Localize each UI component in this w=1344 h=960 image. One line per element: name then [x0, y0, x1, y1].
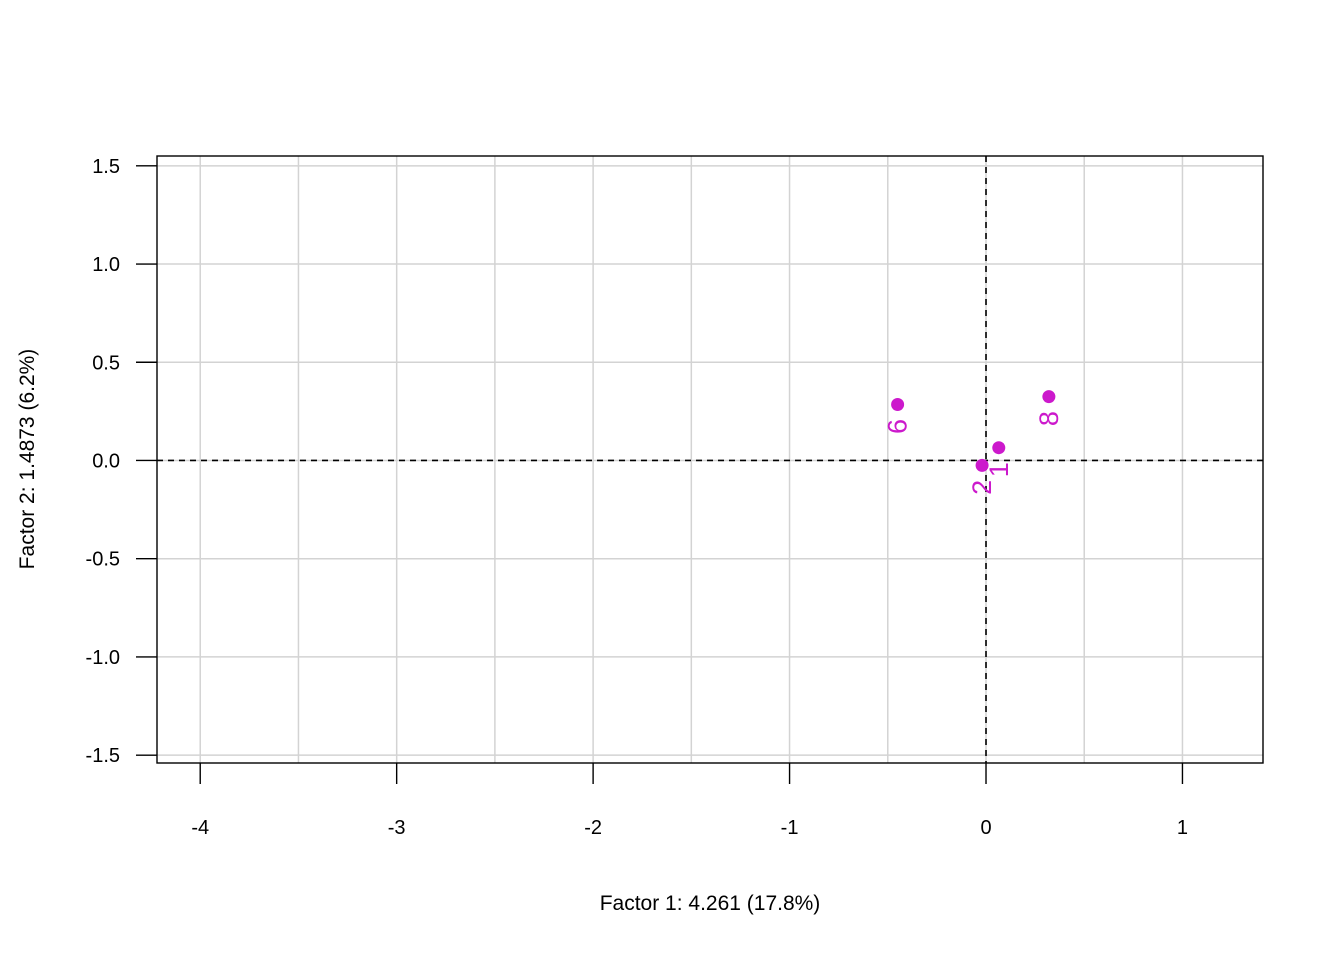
data-point	[891, 397, 905, 411]
data-point-label: 1	[984, 462, 1014, 477]
data-point	[975, 458, 989, 472]
y-axis-title: Factor 2: 1.4873 (6.2%)	[16, 349, 39, 570]
y-axis: -1.5 -1.0 -0.5 0.0 0.5 1.0 1.5	[86, 156, 157, 767]
x-tick-label: -2	[584, 817, 602, 839]
x-axis: -4 -3 -2 -1 0 1	[191, 763, 1188, 839]
x-axis-title: Factor 1: 4.261 (17.8%)	[600, 892, 821, 915]
y-tick-label: -1.5	[86, 745, 120, 767]
x-tick-label: 0	[980, 817, 991, 839]
plot-frame	[156, 155, 1264, 764]
y-tick-label: 0.5	[92, 352, 120, 374]
x-tick-label: 1	[1177, 817, 1188, 839]
x-tick-label: -4	[191, 817, 209, 839]
data-point-label: 6	[883, 419, 913, 434]
data-points: 6 8 1 2	[883, 390, 1064, 495]
y-tick-label: -1.0	[86, 647, 120, 669]
y-tick-label: 1.0	[92, 254, 120, 276]
grid-lines	[157, 156, 1263, 763]
x-tick-label: -3	[388, 817, 406, 839]
y-tick-label: 1.5	[92, 156, 120, 178]
data-point	[992, 441, 1006, 455]
y-tick-label: -0.5	[86, 549, 120, 571]
data-point	[1042, 390, 1056, 404]
y-tick-label: 0.0	[92, 450, 120, 472]
data-point-label: 8	[1034, 411, 1064, 426]
reference-lines	[157, 156, 1263, 763]
data-point-label: 2	[967, 480, 997, 495]
x-tick-label: -1	[781, 817, 799, 839]
